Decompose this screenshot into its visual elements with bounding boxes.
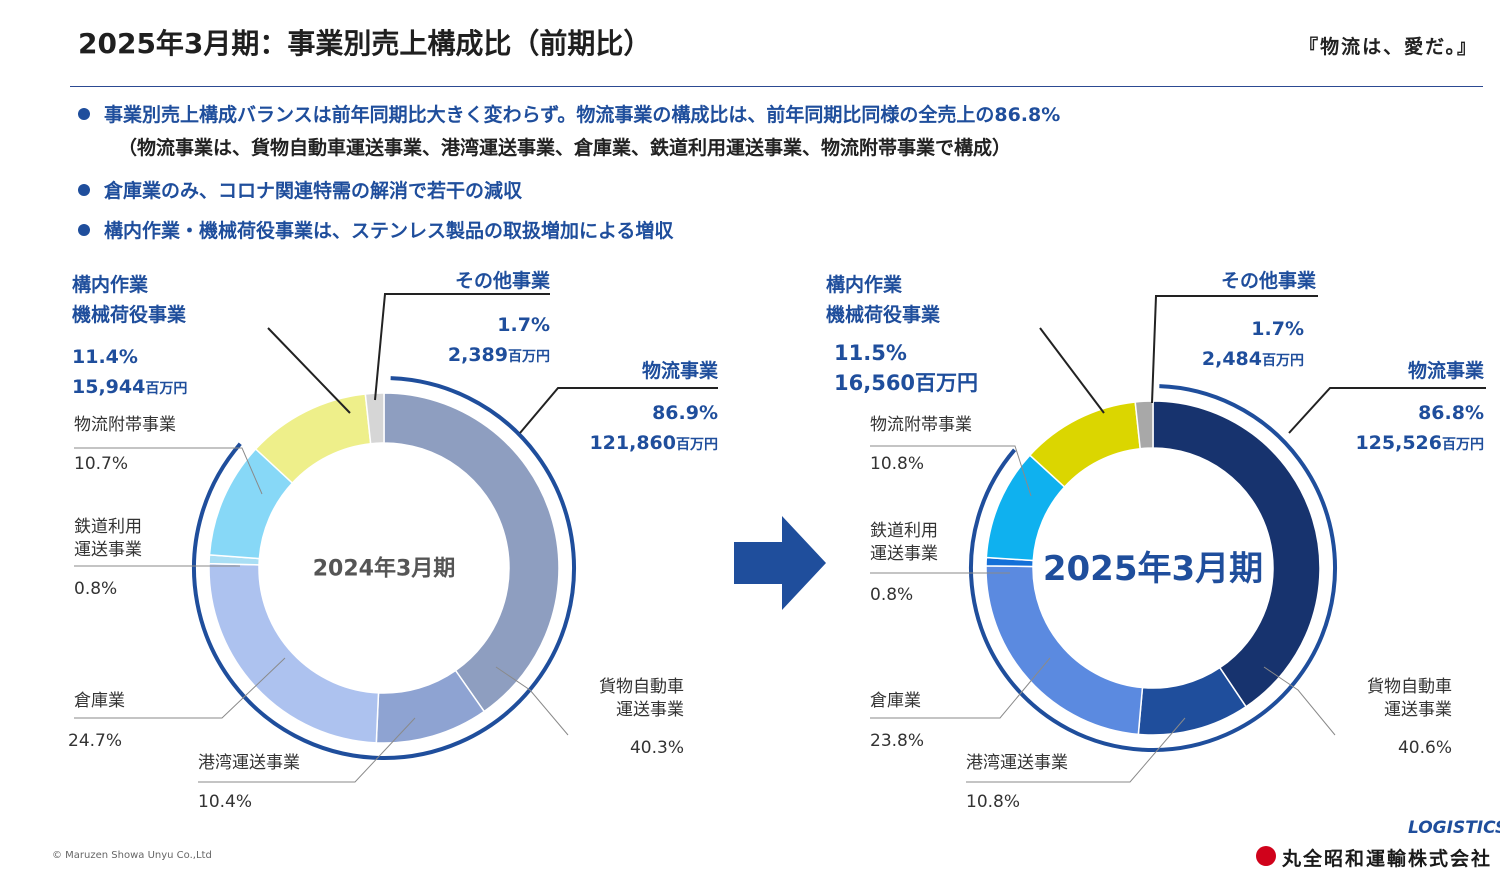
label-futai-2024: 物流附帯事業 <box>74 415 176 435</box>
leader-line <box>1039 327 1105 414</box>
pct-kamotsu-2024: 40.3% <box>629 738 684 758</box>
bullet-item: 構内作業・機械荷役事業は、ステンレス製品の取扱増加による増収 <box>78 216 673 243</box>
pct-futai-2025: 10.8% <box>870 454 925 474</box>
leader-line <box>495 666 569 736</box>
value-kounai-2024: 11.4% 15,944百万円 <box>72 346 188 398</box>
label-tetsudo-2025: 鉄道利用 運送事業 <box>870 521 938 564</box>
bullet-dot-icon <box>78 224 90 236</box>
value-butsuryu-2024: 86.9% 121,860百万円 <box>589 402 718 454</box>
label-souko-2025: 倉庫業 <box>870 691 921 711</box>
pct-futai-2024: 10.7% <box>74 454 129 474</box>
label-kounai-2025: 構内作業 機械荷役事業 <box>826 274 941 326</box>
value-kounai-2025: 11.5% 16,560百万円 <box>834 341 979 395</box>
header-divider <box>70 86 1483 87</box>
logistics-logo: LOGISTICS <box>1408 818 1500 838</box>
leader-line <box>1263 666 1336 736</box>
logistics-group-ring <box>192 376 576 760</box>
leader-line <box>198 717 416 783</box>
leader-line <box>374 293 550 401</box>
pct-tetsudo-2025: 0.8% <box>870 585 914 605</box>
pct-kouwan-2025: 10.8% <box>966 792 1021 812</box>
label-kamotsu-2025: 貨物自動車 運送事業 <box>1367 677 1452 720</box>
label-butsuryu-2025: 物流事業 <box>1407 360 1484 382</box>
leader-line <box>966 717 1186 783</box>
logistics-group-ring <box>969 384 1337 752</box>
bullet-text: 事業別売上構成バランスは前年同期比大きく変わらず。物流事業の構成比は、前年同期比… <box>104 104 1061 126</box>
leader-line <box>74 657 286 719</box>
leader-line <box>870 657 1051 719</box>
leader-line <box>74 447 263 495</box>
company-name: 丸全昭和運輸株式会社 <box>1282 848 1493 870</box>
label-kounai-2024: 構内作業 機械荷役事業 <box>72 274 187 326</box>
leader-line <box>519 387 718 434</box>
company-mark-icon <box>1256 846 1276 866</box>
bullet-note: （物流事業は、貨物自動車運送事業、港湾運送事業、倉庫業、鉄道利用運送事業、物流附… <box>118 137 1012 159</box>
pct-tetsudo-2024: 0.8% <box>74 579 118 599</box>
value-sonota-2025: 1.7% 2,484百万円 <box>1201 318 1304 370</box>
page-title: 2025年3月期：事業別売上構成比（前期比） <box>78 27 652 60</box>
leader-line <box>1288 387 1486 434</box>
value-butsuryu-2025: 86.8% 125,526百万円 <box>1355 402 1484 454</box>
label-tetsudo-2024: 鉄道利用 運送事業 <box>74 517 142 560</box>
bullet-dot-icon <box>78 108 90 120</box>
pct-souko-2025: 23.8% <box>870 731 925 751</box>
label-butsuryu-2024: 物流事業 <box>641 360 718 382</box>
tagline: 『物流は、愛だ。』 <box>1299 36 1478 58</box>
pct-kouwan-2024: 10.4% <box>198 792 253 812</box>
pct-kamotsu-2025: 40.6% <box>1397 738 1452 758</box>
center-label: 2024年3月期 <box>313 556 456 582</box>
bullet-item: 事業別売上構成バランスは前年同期比大きく変わらず。物流事業の構成比は、前年同期比… <box>78 100 1060 127</box>
bullet-text: 構内作業・機械荷役事業は、ステンレス製品の取扱増加による増収 <box>104 220 674 242</box>
copyright-text: © Maruzen Showa Unyu Co.,Ltd <box>52 850 212 861</box>
leader-line <box>1151 295 1318 404</box>
label-kamotsu-2024: 貨物自動車 運送事業 <box>599 677 684 720</box>
donut-chart-1: 2025年3月期 <box>870 295 1486 783</box>
donut-slice <box>1134 400 1154 450</box>
leader-line <box>267 327 351 414</box>
label-sonota-2024: その他事業 <box>454 270 550 292</box>
donut-slice <box>383 392 560 713</box>
donut-chart-0: 2024年3月期 <box>74 293 718 783</box>
bullet-item: 倉庫業のみ、コロナ関連特需の解消で若干の減収 <box>78 176 522 203</box>
label-sonota-2025: その他事業 <box>1220 270 1316 292</box>
leader-line <box>870 445 1032 497</box>
arrow-right-icon <box>734 516 826 610</box>
label-kouwan-2025: 港湾運送事業 <box>966 753 1068 773</box>
bullet-text: 倉庫業のみ、コロナ関連特需の解消で若干の減収 <box>104 180 523 202</box>
donut-slice <box>208 562 380 744</box>
pct-souko-2024: 24.7% <box>68 731 123 751</box>
donut-slice <box>985 565 1144 736</box>
donut-slice <box>1152 400 1321 708</box>
donut-slice <box>364 392 385 445</box>
value-sonota-2024: 1.7% 2,389百万円 <box>447 314 550 366</box>
center-label: 2025年3月期 <box>1043 549 1263 589</box>
label-kouwan-2024: 港湾運送事業 <box>198 753 300 773</box>
bullet-dot-icon <box>78 184 90 196</box>
label-souko-2024: 倉庫業 <box>74 691 125 711</box>
label-futai-2025: 物流附帯事業 <box>870 415 972 435</box>
